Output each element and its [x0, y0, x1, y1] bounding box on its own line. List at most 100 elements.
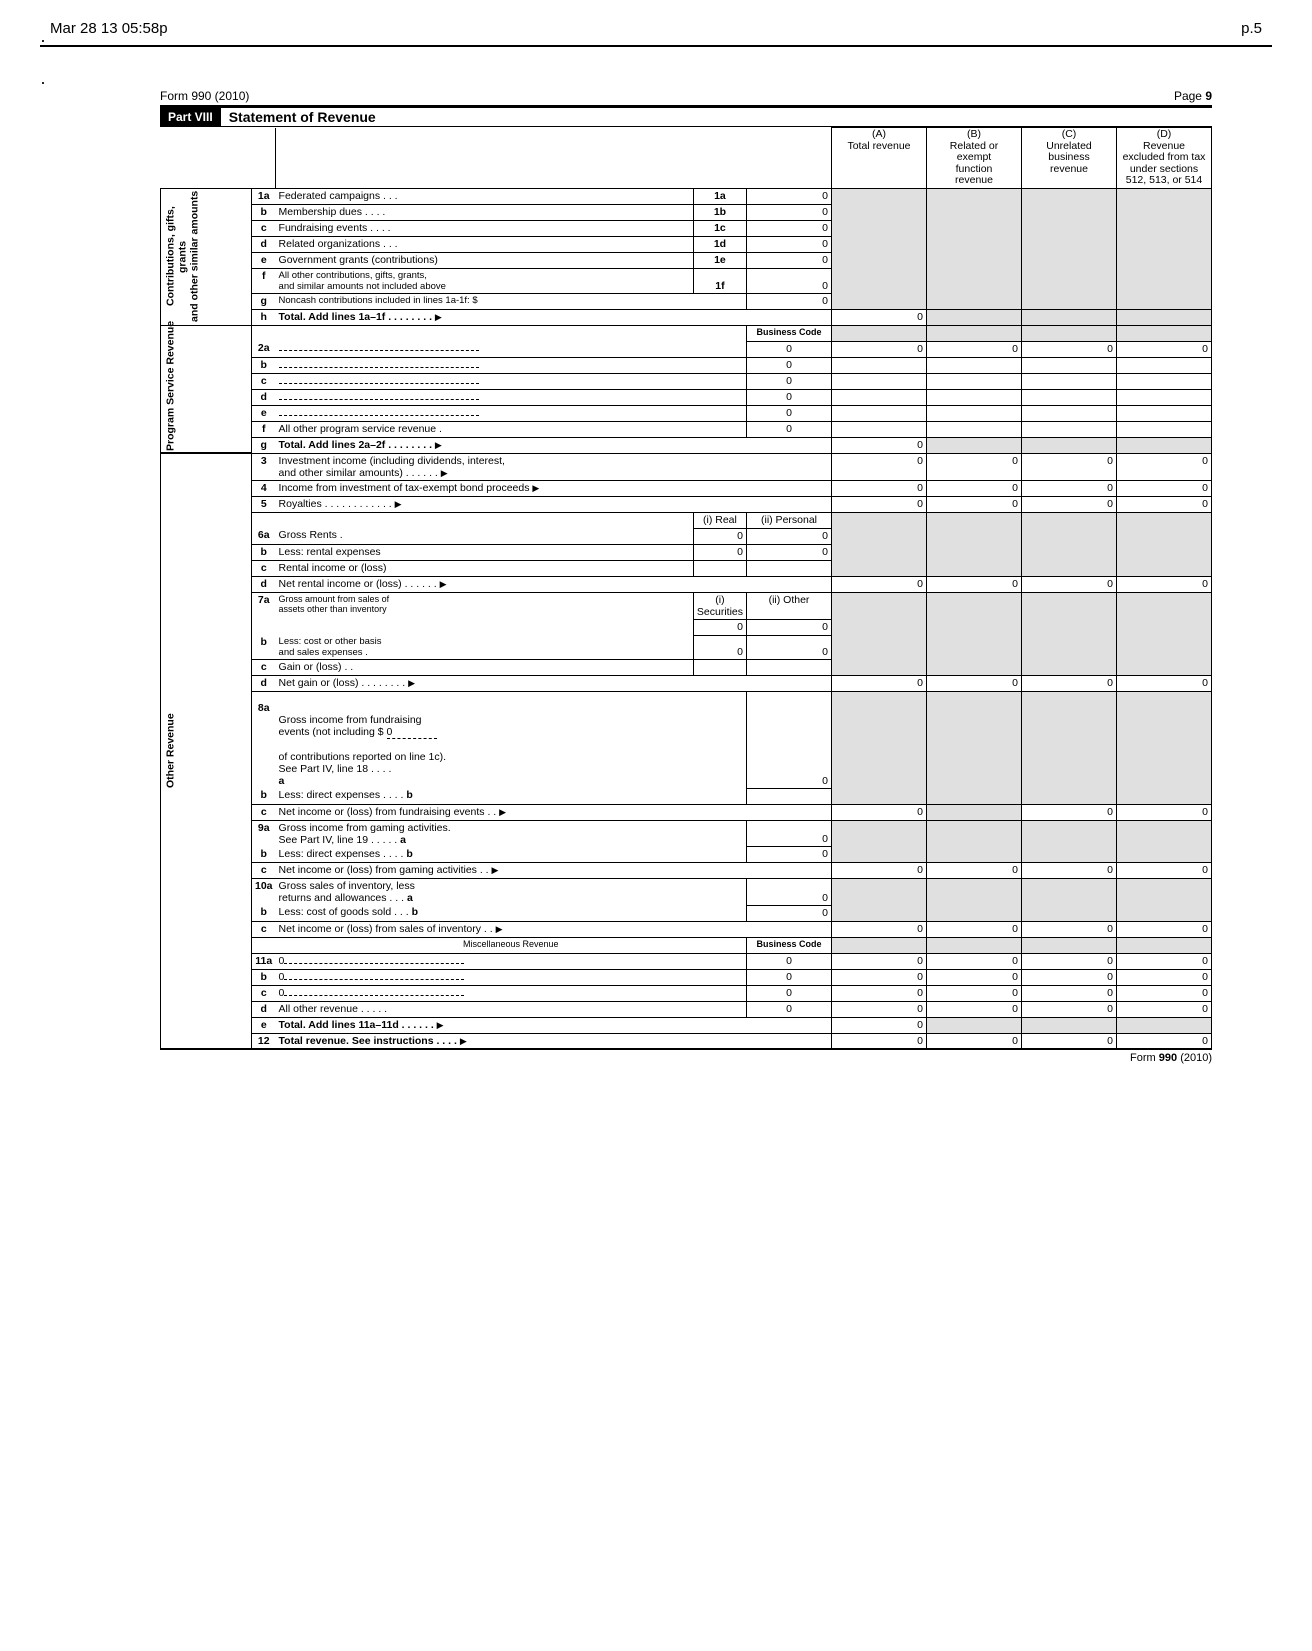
l-11e: Total. Add lines 11a–11d . . . . . .	[276, 1017, 832, 1033]
k-6a: 6a	[252, 528, 276, 544]
A-10c: 0	[832, 921, 927, 937]
k-6d: d	[252, 576, 276, 592]
B-11c: 0	[927, 985, 1022, 1001]
D-6d: 0	[1117, 576, 1212, 592]
code-2e: 0	[747, 405, 832, 421]
dash-11b	[284, 979, 464, 980]
k-7a: 7a	[252, 592, 276, 635]
code-11d: 0	[747, 1001, 832, 1017]
l-6d: Net rental income or (loss) . . . . . .	[276, 576, 832, 592]
A-2g: 0	[832, 437, 927, 453]
arrow-icon	[435, 439, 442, 451]
l-7d: Net gain or (loss) . . . . . . . .	[276, 676, 832, 692]
l-8ct: Net income or (loss) from fundraising ev…	[279, 806, 497, 818]
D-11b: 0	[1117, 969, 1212, 985]
D-5: 0	[1117, 496, 1212, 512]
part-label: Part VIII	[160, 108, 221, 126]
ii-6a: 0	[747, 528, 832, 544]
k-1g: g	[252, 293, 276, 309]
k-11b: b	[252, 969, 276, 985]
v-1d: 0	[747, 236, 832, 252]
l-9bt: Less: direct expenses . . . .	[279, 848, 404, 860]
C-6d: 0	[1022, 576, 1117, 592]
A-11b: 0	[832, 969, 927, 985]
box-10a: a	[407, 892, 413, 904]
B-12: 0	[927, 1033, 1022, 1049]
l-5t: Royalties . . . . . . . . . . . .	[279, 498, 392, 510]
part-header: Part VIII Statement of Revenue	[160, 106, 1212, 127]
C-10c: 0	[1022, 921, 1117, 937]
i-6b: 0	[693, 544, 746, 560]
k-1f: f	[252, 268, 276, 293]
D-11c: 0	[1117, 985, 1212, 1001]
arrow-icon	[437, 1019, 444, 1031]
C-2a: 0	[1022, 341, 1117, 357]
arrow-icon	[499, 806, 506, 818]
l-9a: Gross income from gaming activities. See…	[276, 820, 747, 847]
B-10c: 0	[927, 921, 1022, 937]
l-10c: Net income or (loss) from sales of inven…	[276, 921, 832, 937]
l-1b: Membership dues . . . .	[276, 204, 694, 220]
l-1h: Total. Add lines 1a–1f . . . . . . . .	[276, 309, 832, 325]
B-4: 0	[927, 480, 1022, 496]
k-6c: c	[252, 560, 276, 576]
arrow-icon	[441, 467, 448, 479]
B-9c: 0	[927, 863, 1022, 879]
A-7d: 0	[832, 676, 927, 692]
l-6c: Rental income or (loss)	[276, 560, 694, 576]
l-11b: 0	[279, 971, 285, 983]
v-10b: 0	[747, 905, 832, 921]
desc-2c	[279, 383, 479, 384]
l-8b: Less: direct expenses . . . . b	[276, 788, 747, 804]
fax-page: p.5	[1241, 20, 1262, 37]
l-7b: Less: cost or other basis and sales expe…	[276, 635, 694, 660]
arrow-icon	[496, 923, 503, 935]
arrow-icon	[532, 482, 539, 494]
k-10a: 10a	[252, 879, 276, 906]
arrow-icon	[435, 311, 442, 323]
k-2f: f	[252, 421, 276, 437]
k-1c: c	[252, 220, 276, 236]
l-11a: 0	[279, 955, 285, 967]
A-8c: 0	[832, 804, 927, 820]
v-1b: 0	[747, 204, 832, 220]
mischead: Miscellaneous Revenue	[276, 937, 747, 953]
k-3: 3	[252, 453, 276, 480]
l-11c: 0	[279, 987, 285, 999]
code-2a: 0	[747, 341, 832, 357]
arrow-icon	[395, 498, 402, 510]
code-2d: 0	[747, 389, 832, 405]
ii-7a: 0	[747, 619, 832, 635]
D-10c: 0	[1117, 921, 1212, 937]
col-D: (D) Revenue excluded from tax under sect…	[1117, 128, 1212, 189]
l-10a: Gross sales of inventory, less returns a…	[276, 879, 747, 906]
bizcode-head2: Business Code	[747, 937, 832, 953]
k-1a: 1a	[252, 188, 276, 204]
k-10c: c	[252, 921, 276, 937]
box-8b: b	[406, 789, 412, 801]
A-6d: 0	[832, 576, 927, 592]
l-6a: Gross Rents .	[276, 528, 694, 544]
desc-2d	[279, 399, 479, 400]
A-3: 0	[832, 453, 927, 480]
l-9at: Gross income from gaming activities. See…	[279, 822, 451, 846]
l-8as: of contributions reported on line 1c). S…	[279, 751, 447, 775]
l-10b: Less: cost of goods sold . . . b	[276, 905, 747, 921]
l-1d: Related organizations . . .	[276, 236, 694, 252]
B-11a: 0	[927, 953, 1022, 969]
k-4: 4	[252, 480, 276, 496]
l-2g-txt: Total. Add lines 2a–2f . . . . . . . .	[279, 439, 432, 451]
k-7c: c	[252, 660, 276, 676]
D-4: 0	[1117, 480, 1212, 496]
k-5: 5	[252, 496, 276, 512]
code-2f: 0	[747, 421, 832, 437]
i-6a: 0	[693, 528, 746, 544]
i-7a: 0	[693, 619, 746, 635]
v-8a: 0	[747, 692, 832, 789]
k-7b: b	[252, 635, 276, 660]
col-C: (C) Unrelated business revenue	[1022, 128, 1117, 189]
arrow-icon	[440, 578, 447, 590]
col-A: (A) Total revenue	[832, 128, 927, 189]
A-11d: 0	[832, 1001, 927, 1017]
k-9c: c	[252, 863, 276, 879]
